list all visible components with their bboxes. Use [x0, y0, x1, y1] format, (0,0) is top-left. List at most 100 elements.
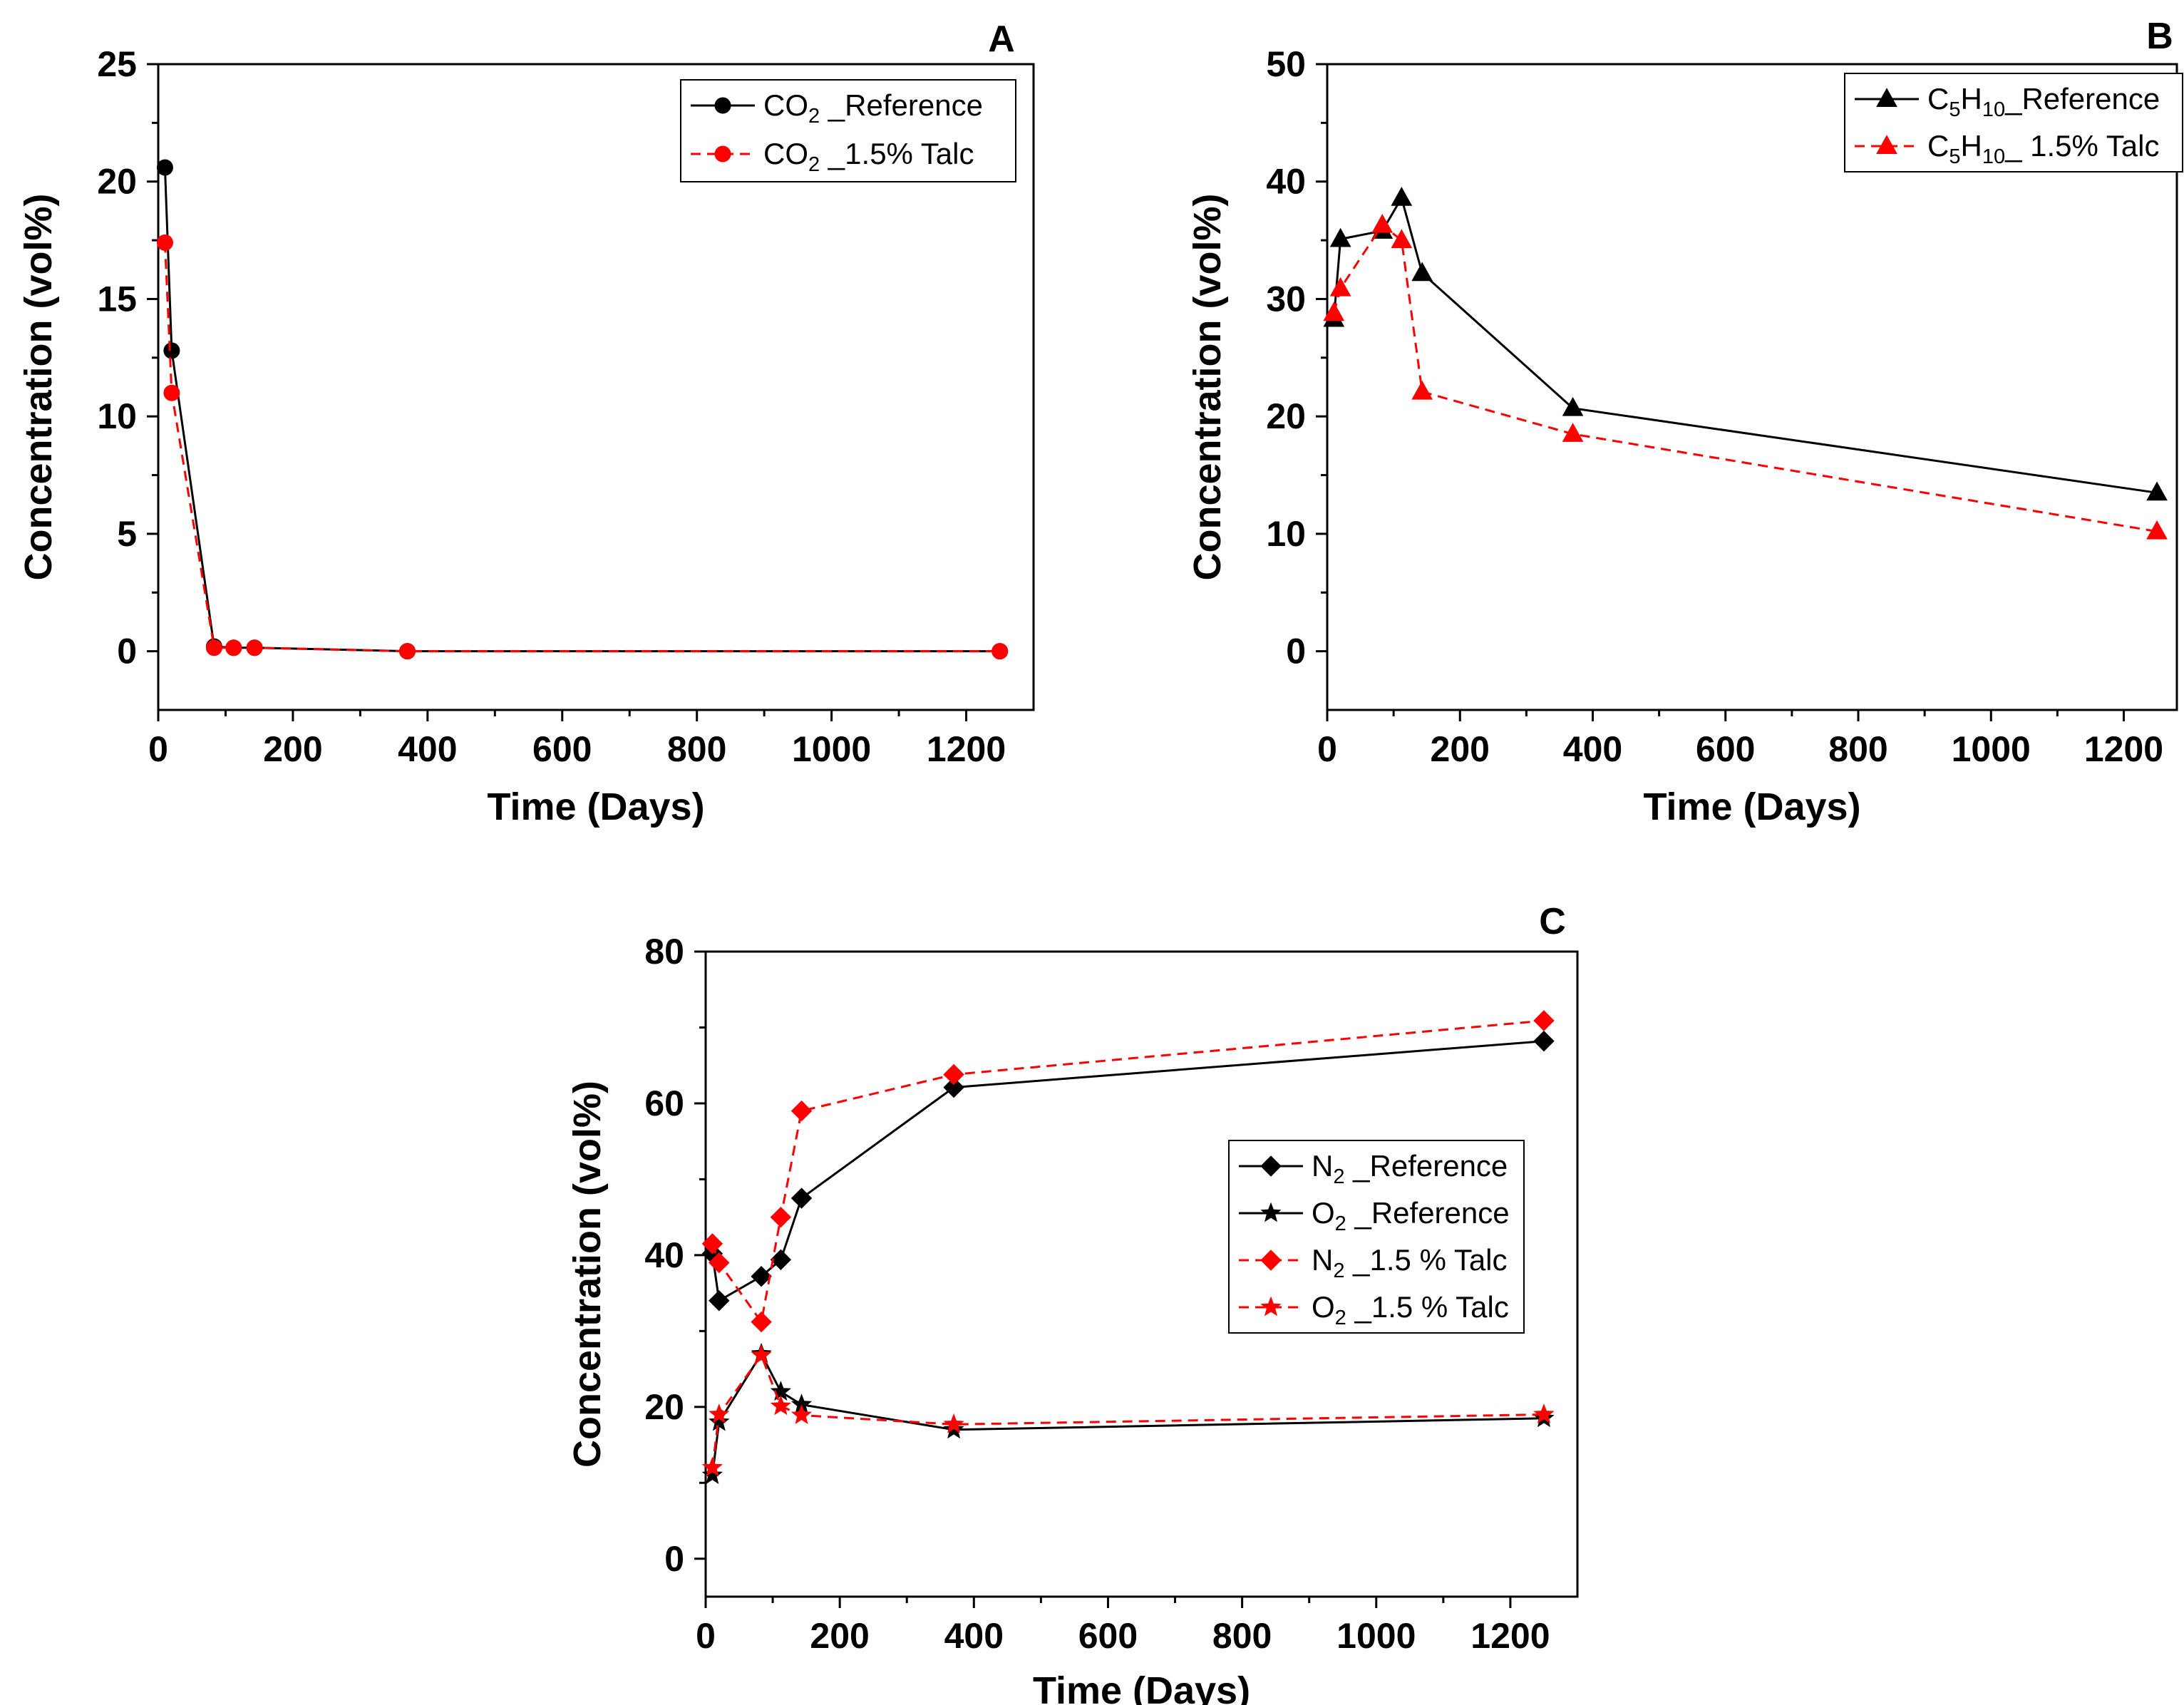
x-tick-label: 800: [667, 729, 726, 769]
data-point: [943, 1063, 964, 1086]
data-point: [1411, 380, 1433, 400]
data-point: [156, 234, 173, 251]
y-tick-label: 0: [117, 632, 137, 671]
y-tick-label: 25: [97, 44, 137, 84]
legend-label: N2 _Reference: [1312, 1149, 1508, 1188]
x-tick-label: 1000: [1952, 729, 2031, 769]
x-tick-label: 0: [1317, 729, 1337, 769]
y-tick-label: 5: [117, 514, 137, 554]
legend-text-part: _Reference: [1344, 1149, 1508, 1183]
data-point: [790, 1100, 813, 1122]
plot-frame: [157, 63, 1035, 711]
legend-label: O2 _Reference: [1312, 1196, 1510, 1235]
data-point: [701, 1464, 723, 1485]
x-tick-label: 400: [1563, 729, 1622, 769]
y-axis-title: Concentration (vol%): [1186, 193, 1229, 580]
series-line: [1332, 195, 2158, 494]
legend-subscript: 5: [1949, 145, 1960, 168]
y-tick-label: 80: [644, 932, 684, 972]
y-tick-label: 20: [644, 1387, 684, 1427]
panel-letter: A: [988, 19, 1015, 60]
data-point: [701, 1456, 723, 1477]
data-point: [1329, 227, 1351, 247]
legend-subscript: 2: [1333, 1260, 1344, 1282]
y-tick-label: 0: [664, 1539, 684, 1579]
legend-text-part: O: [1312, 1290, 1335, 1324]
x-tick-label: 600: [1696, 729, 1755, 769]
x-tick-label: 200: [810, 1616, 869, 1656]
data-point: [701, 1233, 723, 1255]
legend-text-part: _1.5 % Talc: [1346, 1290, 1509, 1324]
y-tick-label: 0: [1286, 632, 1306, 671]
series-line: [163, 167, 1000, 653]
data-point: [2146, 520, 2168, 540]
data-point: [751, 1311, 772, 1333]
data-point: [1371, 213, 1394, 233]
legend-label: C5H10_ 1.5% Talc: [1927, 129, 2159, 168]
data-point: [156, 159, 173, 176]
series-line: [711, 1351, 1545, 1475]
data-point: [770, 1249, 792, 1270]
x-tick-label: 800: [1212, 1616, 1272, 1656]
legend-text-part: C: [1927, 82, 1949, 115]
legend-marker: [714, 145, 731, 163]
x-tick-label: 600: [532, 729, 592, 769]
panel-c: C 0 200 400 600 800 1000 1200 0 20 40 60 80 Time (Day…: [566, 901, 1579, 1705]
data-point: [2146, 481, 2168, 501]
legend-text-part: _ 1.5% Talc: [2004, 129, 2159, 163]
legend-text-part: C: [1927, 129, 1949, 163]
legend-subscript: 5: [1949, 98, 1960, 121]
data-point: [1533, 1403, 1555, 1423]
legend-text-part: _1.5% Talc: [820, 137, 974, 170]
x-axis-title: Time (Days): [487, 785, 704, 828]
y-tick-label: 20: [97, 162, 137, 202]
data-point: [163, 384, 180, 401]
panel-a: A 0 200 400 600 800 1000 1200 0 5 10 15 20 25 Time (Da…: [17, 19, 1035, 828]
x-axis-title: Time (Days): [1643, 785, 1860, 828]
legend-box: [680, 79, 1016, 182]
legend-text-part: _Reference: [820, 88, 983, 122]
x-tick-label: 200: [1431, 729, 1490, 769]
legend-marker: [1260, 1250, 1282, 1271]
data-point: [246, 639, 263, 656]
legend-text-part: H: [1960, 82, 1982, 115]
y-tick-label: 10: [97, 396, 137, 436]
y-tick-label: 10: [1266, 514, 1306, 554]
data-point: [991, 643, 1009, 660]
data-point: [770, 1395, 792, 1416]
data-point: [1562, 423, 1584, 442]
plot-frame: [704, 950, 1579, 1598]
legend-text-part: CO: [763, 88, 808, 122]
y-tick-label: 20: [1266, 396, 1306, 436]
plot-frame: [1326, 63, 2178, 711]
x-tick-label: 1200: [1470, 1616, 1550, 1656]
legend-text-part: N: [1312, 1149, 1333, 1183]
y-tick-label: 40: [1266, 162, 1306, 202]
legend-text-part: _1.5 % Talc: [1344, 1243, 1507, 1277]
x-tick-label: 200: [263, 729, 322, 769]
data-point: [225, 639, 242, 656]
data-point: [709, 1411, 730, 1431]
data-point: [751, 1344, 772, 1364]
y-tick-label: 30: [1266, 279, 1306, 319]
data-point: [1391, 187, 1413, 206]
legend-subscript: 2: [808, 153, 820, 176]
x-tick-label: 400: [944, 1616, 1004, 1656]
data-point: [751, 1265, 772, 1287]
data-point: [205, 639, 222, 656]
legend-text-part: H: [1960, 129, 1982, 163]
x-tick-label: 800: [1828, 729, 1887, 769]
data-point: [943, 1076, 964, 1098]
data-point: [1533, 1030, 1555, 1052]
data-point: [1391, 229, 1413, 249]
y-tick-label: 50: [1266, 44, 1306, 84]
data-point: [1562, 396, 1584, 416]
legend-label: N2 _1.5 % Talc: [1312, 1243, 1508, 1282]
series-line: [1332, 223, 2158, 533]
x-axis-title: Time (Days): [1033, 1669, 1250, 1705]
legend-label: O2 _1.5 % Talc: [1312, 1290, 1509, 1329]
data-point: [1533, 1010, 1555, 1031]
x-tick-label: 1200: [2084, 729, 2163, 769]
legend-text-part: _Reference: [2004, 82, 2160, 115]
